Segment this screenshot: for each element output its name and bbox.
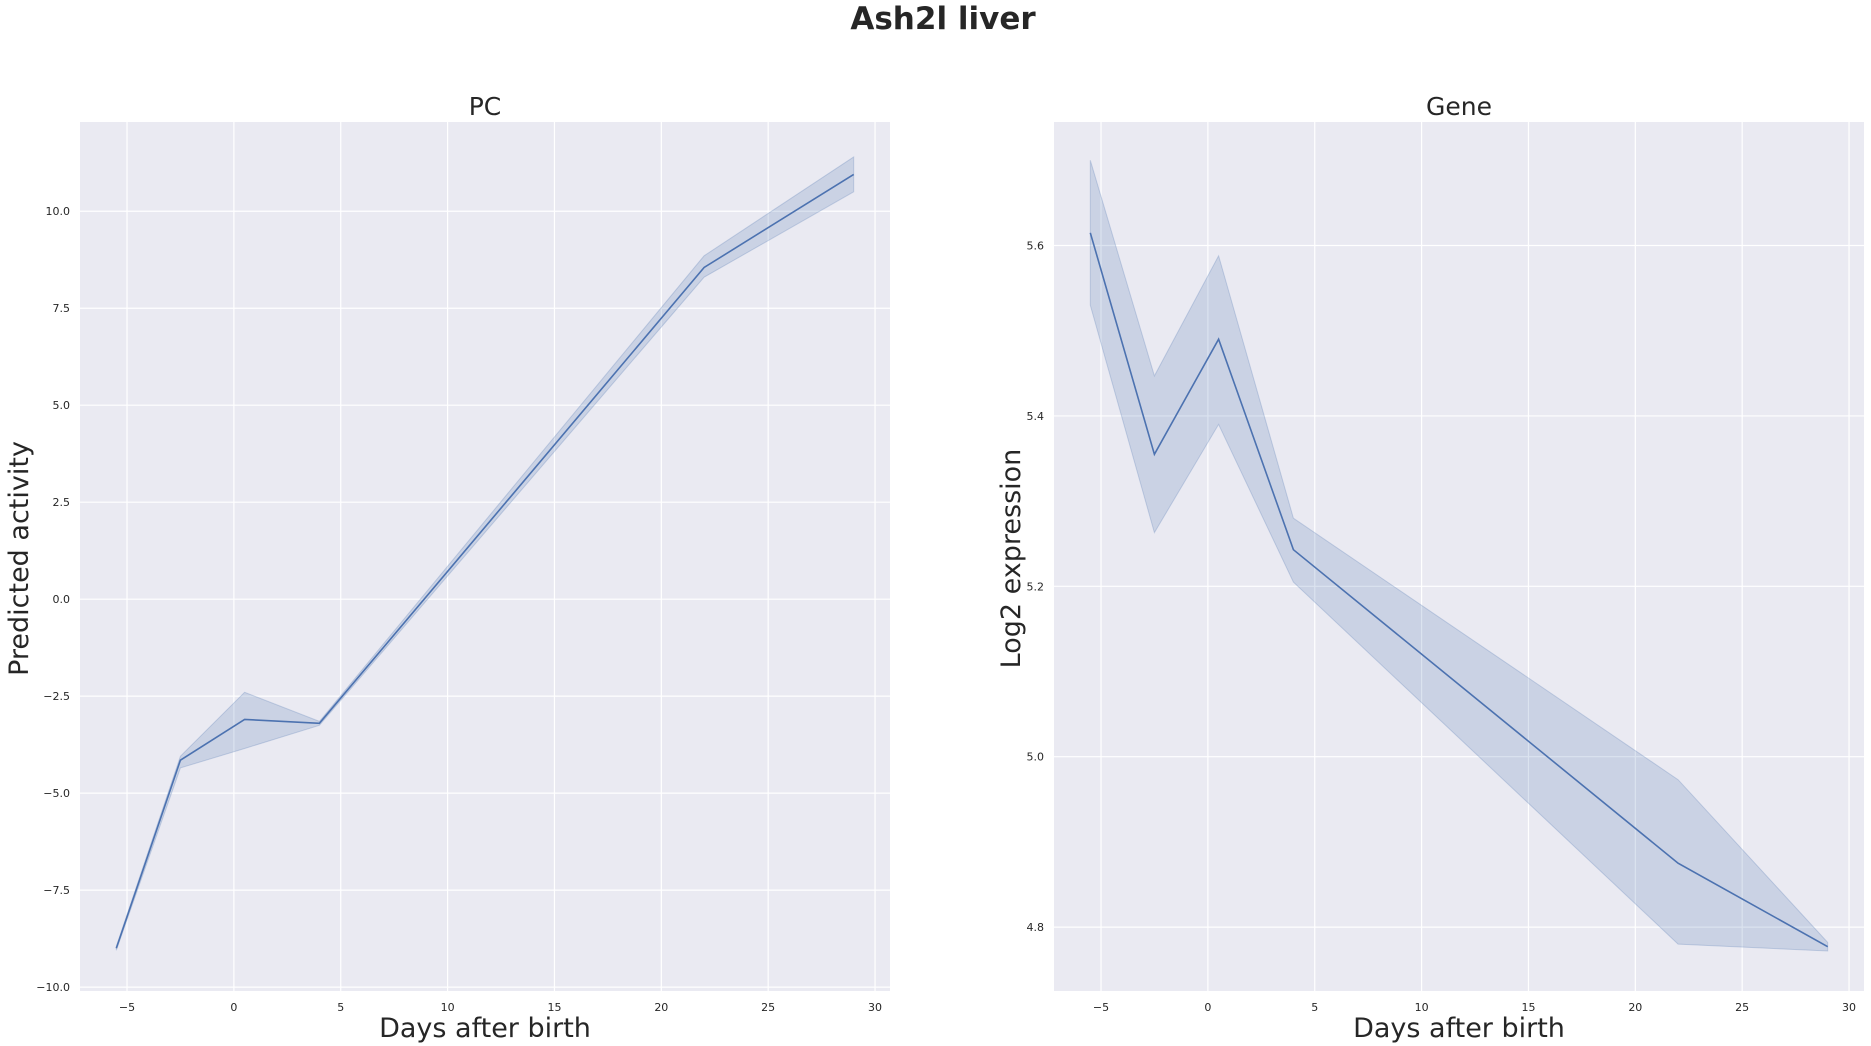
x-tick-label: −5	[1093, 1001, 1109, 1014]
plot-area-gene	[1054, 122, 1864, 991]
y-tick-label: 7.5	[53, 302, 71, 315]
y-tick-label: −10.0	[36, 981, 70, 994]
x-tick-label: 20	[654, 1001, 668, 1014]
y-tick-label: −7.5	[43, 884, 70, 897]
x-axis-label-gene: Days after birth	[1353, 1013, 1565, 1044]
y-tick-label: 10.0	[46, 205, 71, 218]
confidence-band-pc	[115, 155, 855, 951]
x-tick-label: 30	[1842, 1001, 1856, 1014]
y-tick-label: 5.0	[1027, 751, 1045, 764]
x-tick-label: 5	[1311, 1001, 1318, 1014]
series-line-pc	[115, 173, 855, 949]
x-tick-label: 20	[1628, 1001, 1642, 1014]
y-tick-label: 2.5	[53, 496, 71, 509]
x-tick-label: 10	[441, 1001, 455, 1014]
x-tick-label: 25	[1735, 1001, 1749, 1014]
panel-gene: −5 0 5 10 15 20 25 30 4.8 5.0 5.2 5.4 5.6 Gene Days af…	[996, 92, 1864, 1044]
x-tick-label: 15	[547, 1001, 561, 1014]
y-tick-label: 5.4	[1027, 410, 1045, 423]
x-tick-label: −5	[119, 1001, 135, 1014]
figure-title: Ash2l liver	[850, 1, 1036, 37]
y-tick-label: 5.2	[1027, 580, 1045, 593]
plot-area-pc	[80, 122, 890, 991]
x-tick-label: 10	[1415, 1001, 1429, 1014]
y-tick-label: 0.0	[53, 593, 71, 606]
y-tick-label: 5.6	[1027, 240, 1045, 253]
x-tick-label: 25	[761, 1001, 775, 1014]
panel-title-gene: Gene	[1426, 92, 1492, 121]
x-tick-label: 0	[230, 1001, 237, 1014]
y-tick-label: 4.8	[1027, 921, 1045, 934]
y-axis-label-gene: Log2 expression	[996, 449, 1027, 669]
series-line-gene	[1089, 232, 1829, 948]
x-tick-label: 30	[868, 1001, 882, 1014]
y-axis-label-pc: Predicted activity	[4, 441, 35, 676]
confidence-band-gene	[1089, 160, 1829, 952]
y-tick-label: −5.0	[43, 787, 70, 800]
panel-pc: −5 0 5 10 15 20 25 30 −10.0 −7.5 −5.0 −2.5 0.0 2.5 5.0…	[4, 92, 890, 1044]
x-tick-label: 0	[1204, 1001, 1211, 1014]
x-axis-label-pc: Days after birth	[379, 1013, 591, 1044]
y-tick-label: −2.5	[43, 690, 70, 703]
panel-title-pc: PC	[469, 92, 502, 121]
y-tick-label: 5.0	[53, 399, 71, 412]
x-tick-label: 5	[337, 1001, 344, 1014]
x-tick-label: 15	[1521, 1001, 1535, 1014]
